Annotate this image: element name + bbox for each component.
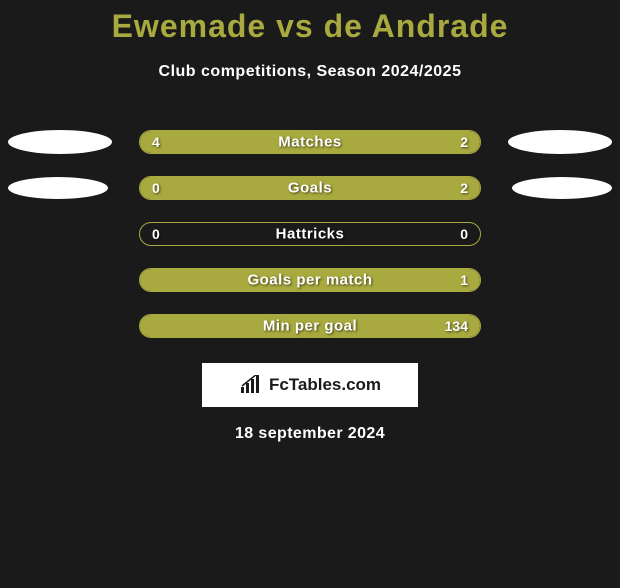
stat-label: Goals xyxy=(288,180,332,197)
stat-value-left: 0 xyxy=(152,226,160,242)
stat-row: 0 0 Hattricks xyxy=(0,211,620,257)
subtitle: Club competitions, Season 2024/2025 xyxy=(0,63,620,81)
stat-label: Hattricks xyxy=(276,226,345,243)
stat-bar: 134 Min per goal xyxy=(139,314,481,338)
player-ellipse-right xyxy=(512,177,612,199)
stat-value-right: 2 xyxy=(460,134,468,150)
source-badge: FcTables.com xyxy=(202,363,418,407)
player-ellipse-left xyxy=(8,130,112,154)
stat-value-left: 4 xyxy=(152,134,160,150)
badge-text: FcTables.com xyxy=(269,375,381,395)
stat-row: 0 2 Goals xyxy=(0,165,620,211)
stat-value-right: 0 xyxy=(460,226,468,242)
stat-bar: 4 2 Matches xyxy=(139,130,481,154)
stat-value-right: 2 xyxy=(460,180,468,196)
chart-icon xyxy=(239,375,263,395)
stat-value-right: 134 xyxy=(445,318,468,334)
stat-value-left: 0 xyxy=(152,180,160,196)
stat-value-right: 1 xyxy=(460,272,468,288)
stat-row: 1 Goals per match xyxy=(0,257,620,303)
stat-bar: 0 0 Hattricks xyxy=(139,222,481,246)
stat-label: Matches xyxy=(278,134,342,151)
date-text: 18 september 2024 xyxy=(0,425,620,443)
page-title: Ewemade vs de Andrade xyxy=(0,8,620,45)
stat-bar: 1 Goals per match xyxy=(139,268,481,292)
stat-bar: 0 2 Goals xyxy=(139,176,481,200)
player-ellipse-left xyxy=(8,177,108,199)
stat-row: 4 2 Matches xyxy=(0,119,620,165)
stat-label: Goals per match xyxy=(247,272,372,289)
player-ellipse-right xyxy=(508,130,612,154)
stat-row: 134 Min per goal xyxy=(0,303,620,349)
comparison-chart: 4 2 Matches 0 2 Goals 0 0 Hattricks 1 Goals per ma… xyxy=(0,119,620,349)
stat-label: Min per goal xyxy=(263,318,357,335)
